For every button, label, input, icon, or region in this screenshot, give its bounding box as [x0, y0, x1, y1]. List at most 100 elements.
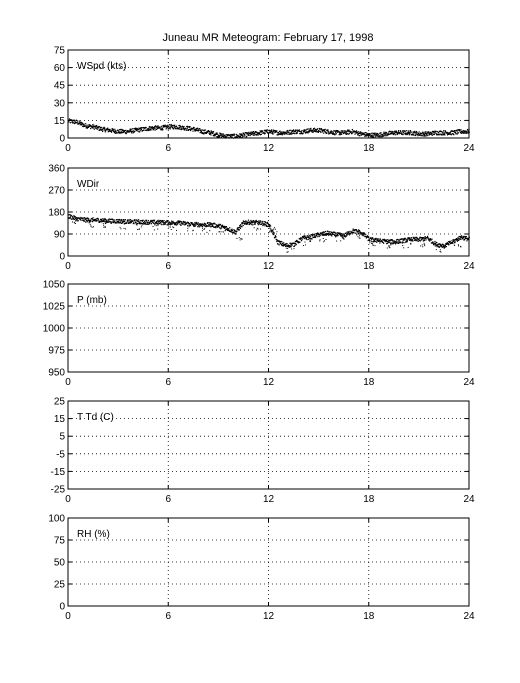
data-point	[401, 133, 403, 135]
data-point	[386, 240, 388, 243]
data-point	[128, 130, 131, 132]
y-tick-label: 15	[54, 116, 66, 127]
data-point	[317, 232, 319, 234]
data-point	[176, 223, 179, 225]
data-point	[68, 214, 70, 216]
data-point	[377, 238, 379, 240]
data-point	[216, 225, 218, 228]
data-point	[259, 130, 261, 132]
data-point	[402, 131, 404, 134]
data-point	[358, 230, 360, 232]
data-point	[431, 238, 433, 240]
data-point	[169, 126, 171, 128]
data-point	[289, 129, 291, 131]
data-point	[345, 131, 347, 133]
data-point	[133, 222, 135, 224]
data-point	[319, 234, 321, 237]
data-point	[407, 238, 410, 240]
data-point	[406, 241, 408, 243]
data-point	[251, 223, 253, 226]
data-point	[457, 238, 459, 241]
data-point	[363, 133, 366, 136]
data-point	[354, 133, 356, 135]
data-point	[354, 230, 356, 232]
data-point	[434, 240, 436, 243]
data-point	[212, 131, 214, 133]
data-point	[316, 128, 319, 130]
data-point	[135, 127, 137, 129]
data-point	[89, 221, 91, 223]
data-point	[417, 240, 419, 242]
data-point	[85, 218, 87, 220]
data-point	[260, 133, 262, 135]
data-point	[200, 225, 202, 227]
data-point	[208, 130, 211, 133]
data-point	[309, 240, 311, 242]
data-point	[194, 225, 196, 227]
data-point	[445, 242, 447, 245]
data-point	[282, 133, 284, 135]
data-point	[92, 124, 94, 126]
data-point	[384, 135, 386, 137]
data-point	[94, 220, 96, 222]
data-point	[134, 219, 136, 221]
data-point	[318, 130, 320, 132]
data-point	[328, 232, 330, 235]
y-tick-label: 60	[54, 63, 66, 74]
data-point	[84, 217, 86, 219]
data-point	[410, 131, 412, 134]
data-point	[224, 137, 226, 139]
data-point	[170, 126, 172, 128]
data-point	[97, 125, 99, 128]
data-point	[435, 132, 437, 134]
data-point	[335, 131, 337, 133]
data-point	[234, 230, 236, 232]
data-point	[241, 223, 244, 225]
data-point	[378, 135, 381, 137]
data-point	[287, 251, 289, 253]
data-point	[166, 224, 168, 226]
data-point	[387, 133, 390, 135]
data-point	[371, 241, 373, 243]
data-point	[350, 230, 352, 232]
data-point	[396, 240, 398, 243]
data-point	[380, 239, 382, 241]
data-point	[220, 136, 222, 138]
panel-label: T Td (C)	[77, 412, 114, 423]
data-point	[372, 136, 375, 138]
data-point	[442, 245, 444, 248]
data-point	[160, 223, 162, 225]
data-point	[435, 130, 437, 133]
data-point	[390, 133, 392, 135]
data-point	[89, 219, 91, 221]
y-tick-label: -25	[51, 485, 66, 496]
data-point	[353, 232, 355, 234]
data-point	[253, 227, 255, 229]
data-point	[296, 239, 298, 242]
data-point	[350, 131, 352, 133]
data-point	[267, 223, 270, 226]
data-point	[465, 132, 467, 134]
data-point	[306, 132, 308, 134]
data-point	[143, 222, 145, 224]
data-point	[405, 133, 407, 136]
data-point	[75, 216, 77, 219]
data-point	[118, 131, 120, 133]
data-point	[228, 134, 230, 136]
y-tick-label: 25	[54, 580, 66, 591]
data-point	[206, 222, 208, 225]
data-point	[463, 235, 465, 238]
data-point	[310, 237, 312, 240]
x-tick-label: 6	[165, 143, 171, 154]
data-point	[315, 234, 318, 236]
data-point	[224, 229, 226, 231]
data-point	[312, 129, 314, 132]
data-point	[145, 223, 147, 225]
data-point	[430, 131, 432, 133]
data-point	[154, 129, 156, 131]
data-point	[120, 132, 123, 134]
data-point	[139, 128, 141, 130]
data-point	[153, 129, 155, 131]
data-point	[434, 243, 436, 245]
data-point	[170, 228, 172, 230]
